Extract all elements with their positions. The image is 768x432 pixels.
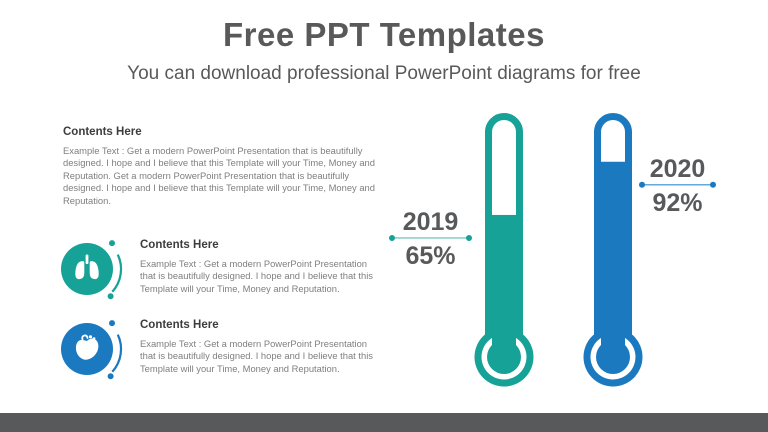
year-label: 2020 [649,154,706,183]
dot-bottom-icon [107,373,114,380]
content-heading: Contents Here [140,319,219,331]
lungs-circle [61,243,113,295]
content-body: Example Text : Get a modern PowerPoint P… [140,338,373,374]
content-block-1: Contents Here Example Text : Get a moder… [63,126,381,207]
content-heading: Contents Here [140,239,219,251]
content-block-3: Contents Here Example Text : Get a moder… [140,319,380,375]
year-label: 2019 [402,207,459,236]
content-block-2: Contents Here Example Text : Get a moder… [140,239,380,295]
thermometer-2020 [583,113,716,387]
percent-label: 65% [405,241,456,270]
thermometer-2019 [389,113,534,387]
dot-top-icon [109,320,115,327]
percent-label: 92% [652,188,703,217]
arc-decoration [111,254,123,293]
page-title: Free PPT Templates [222,16,545,53]
dot-bottom-icon [107,293,114,300]
heart-icon [75,334,99,360]
content-heading: Contents Here [63,126,142,138]
page-subtitle: You can download professional PowerPoint… [127,63,641,84]
thermometer-label-2019: 2019 65% [383,207,479,270]
dot-top-icon [109,240,115,247]
lungs-icon [75,254,99,280]
heart-badge [49,311,125,387]
thermometer-label-2020: 2020 92% [630,154,726,217]
lungs-badge [49,231,125,307]
footer-bar [0,413,768,432]
arc-decoration [111,334,123,373]
content-body: Example Text : Get a modern PowerPoint P… [140,258,373,294]
content-body: Example Text : Get a modern PowerPoint P… [63,145,375,206]
